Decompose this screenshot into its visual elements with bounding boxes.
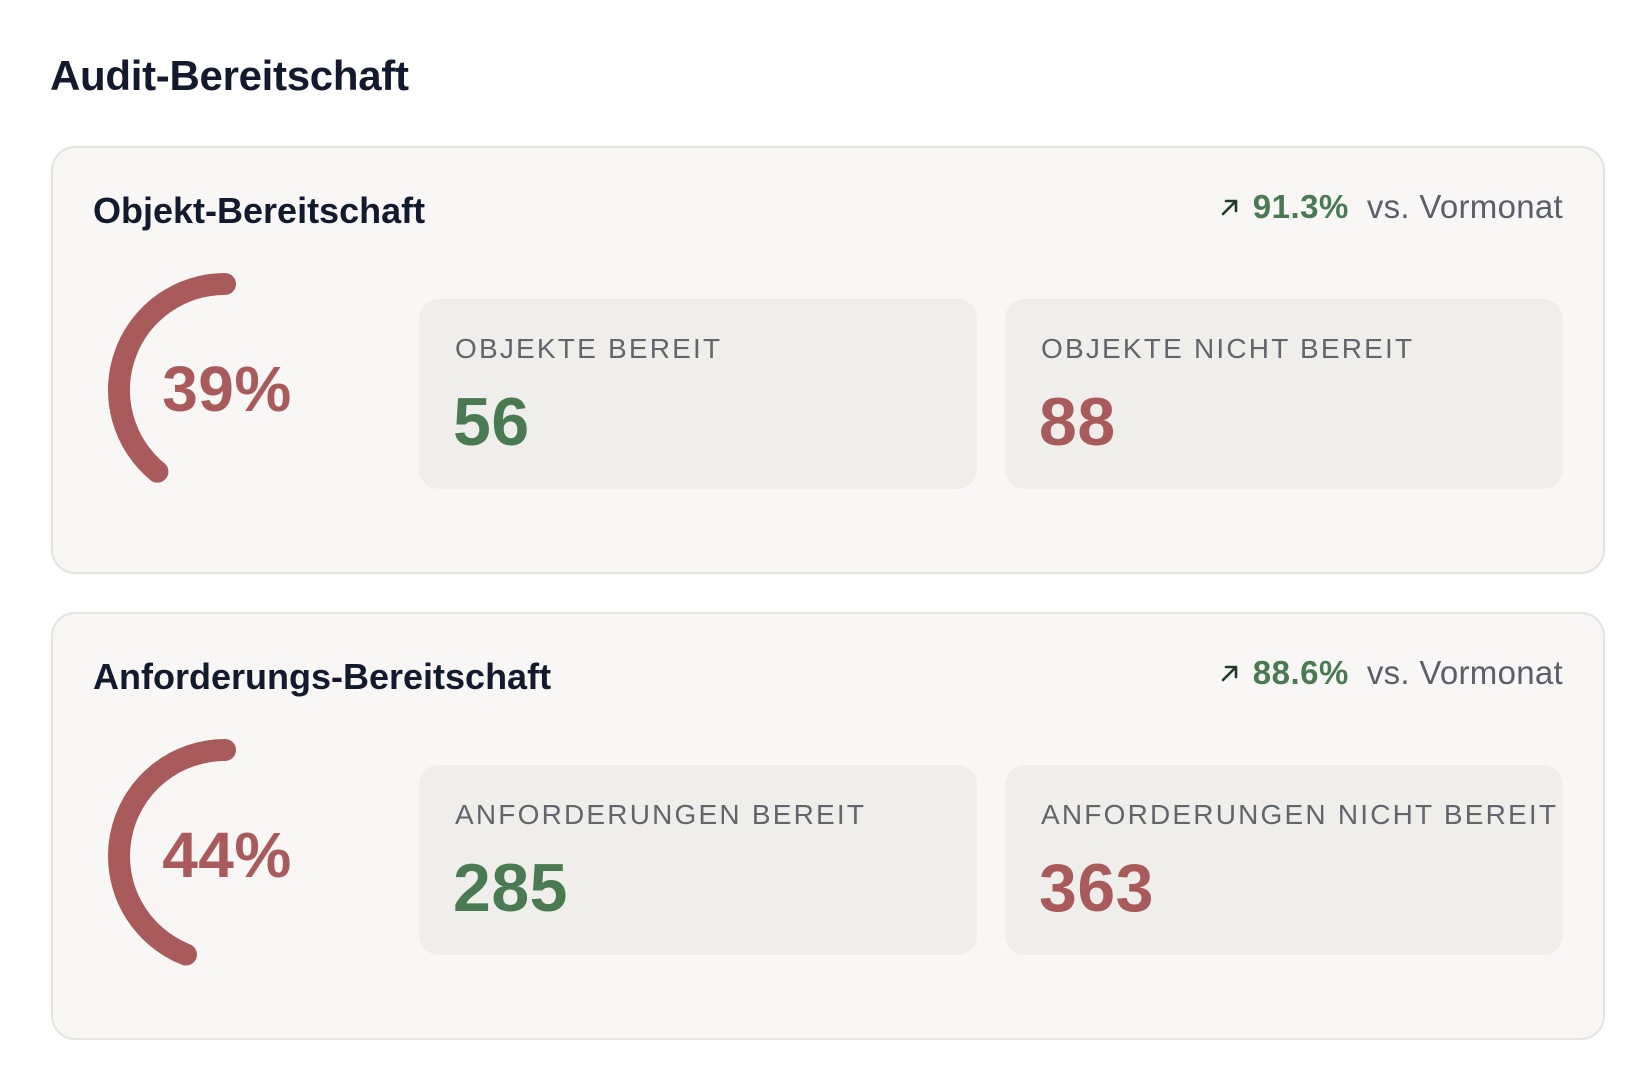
stat-value: 285 [453,850,568,926]
readiness-gauge: 44% [105,730,355,980]
arrow-up-right-icon [1217,660,1243,686]
stat-label: OBJEKTE BEREIT [455,333,723,364]
stat-value: 88 [1039,384,1116,460]
trend-label: vs. Vormonat [1366,654,1563,691]
stat-label: OBJEKTE NICHT BEREIT [1041,333,1415,364]
gauge-arc [108,739,236,966]
card-title: Anforderungs-Bereitschaft [93,656,552,697]
stat-label: ANFORDERUNGEN NICHT BEREIT [1041,799,1559,830]
stat-tile-ready: ANFORDERUNGEN BEREIT 285 [419,765,977,955]
trend-value: 91.3% [1252,188,1349,225]
readiness-card-objects: Objekt-Bereitschaft 91.3% vs. Vormonat 3… [51,146,1605,574]
card-title: Objekt-Bereitschaft [93,190,426,231]
trend-indicator: 91.3% vs. Vormonat [1217,188,1563,226]
readiness-card-requirements: Anforderungs-Bereitschaft 88.6% vs. Vorm… [51,612,1605,1040]
gauge-percentage: 39% [162,353,292,425]
stat-label: ANFORDERUNGEN BEREIT [455,799,867,830]
stat-tile-not-ready: OBJEKTE NICHT BEREIT 88 [1005,299,1563,489]
trend-indicator: 88.6% vs. Vormonat [1217,654,1563,692]
gauge-arc [108,273,236,483]
stat-tile-not-ready: ANFORDERUNGEN NICHT BEREIT 363 [1005,765,1563,955]
stat-tile-ready: OBJEKTE BEREIT 56 [419,299,977,489]
gauge-percentage: 44% [162,819,292,891]
stat-value: 363 [1039,850,1154,926]
trend-value: 88.6% [1252,654,1349,691]
page-title: Audit-Bereitschaft [50,52,409,99]
trend-label: vs. Vormonat [1366,188,1563,225]
readiness-gauge: 39% [105,264,355,514]
stat-value: 56 [453,384,530,460]
arrow-up-right-icon [1217,194,1243,220]
